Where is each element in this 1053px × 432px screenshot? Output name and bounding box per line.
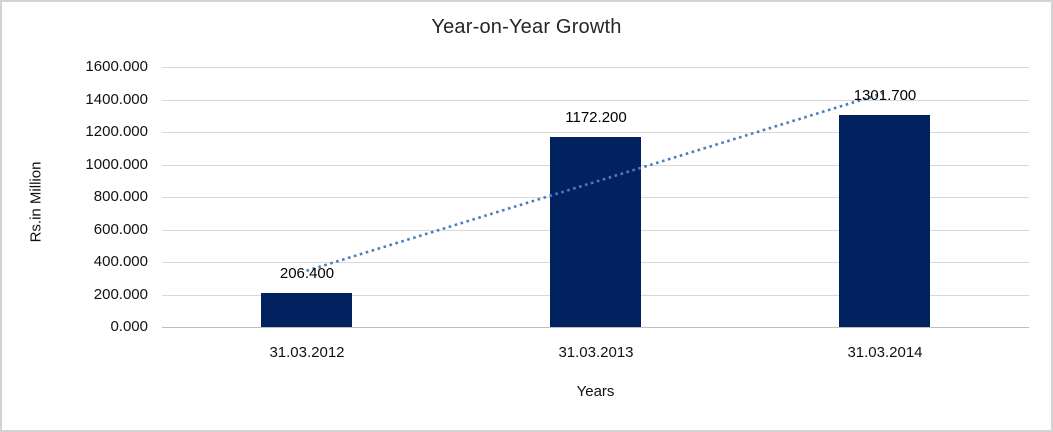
bar-value-label: 206.400 (279, 265, 335, 282)
y-tick-label: 600.000 (93, 221, 148, 238)
gridline (162, 67, 1029, 68)
y-tick-label: 1600.000 (85, 58, 148, 75)
bar-value-label: 1172.200 (565, 109, 627, 126)
x-axis-line (162, 327, 1029, 328)
bar-31.03.2014 (839, 115, 930, 327)
bar-value-label: 1301.700 (853, 87, 917, 104)
y-tick-label: 800.000 (93, 188, 148, 205)
x-tick-label: 31.03.2013 (558, 344, 634, 361)
y-tick-label: 1200.000 (85, 123, 148, 140)
x-tick-label: 31.03.2012 (269, 344, 345, 361)
bar-31.03.2012 (261, 293, 352, 327)
y-tick-label: 1400.000 (85, 91, 148, 108)
chart-title: Year-on-Year Growth (431, 16, 622, 38)
y-tick-label: 400.000 (93, 253, 148, 270)
x-axis-title: Years (576, 383, 615, 400)
y-tick-label: 200.000 (93, 286, 148, 303)
bar-31.03.2013 (550, 137, 641, 327)
y-tick-label: 0.000 (110, 318, 148, 335)
x-tick-label: 31.03.2014 (847, 344, 923, 361)
y-tick-label: 1000.000 (85, 156, 148, 173)
